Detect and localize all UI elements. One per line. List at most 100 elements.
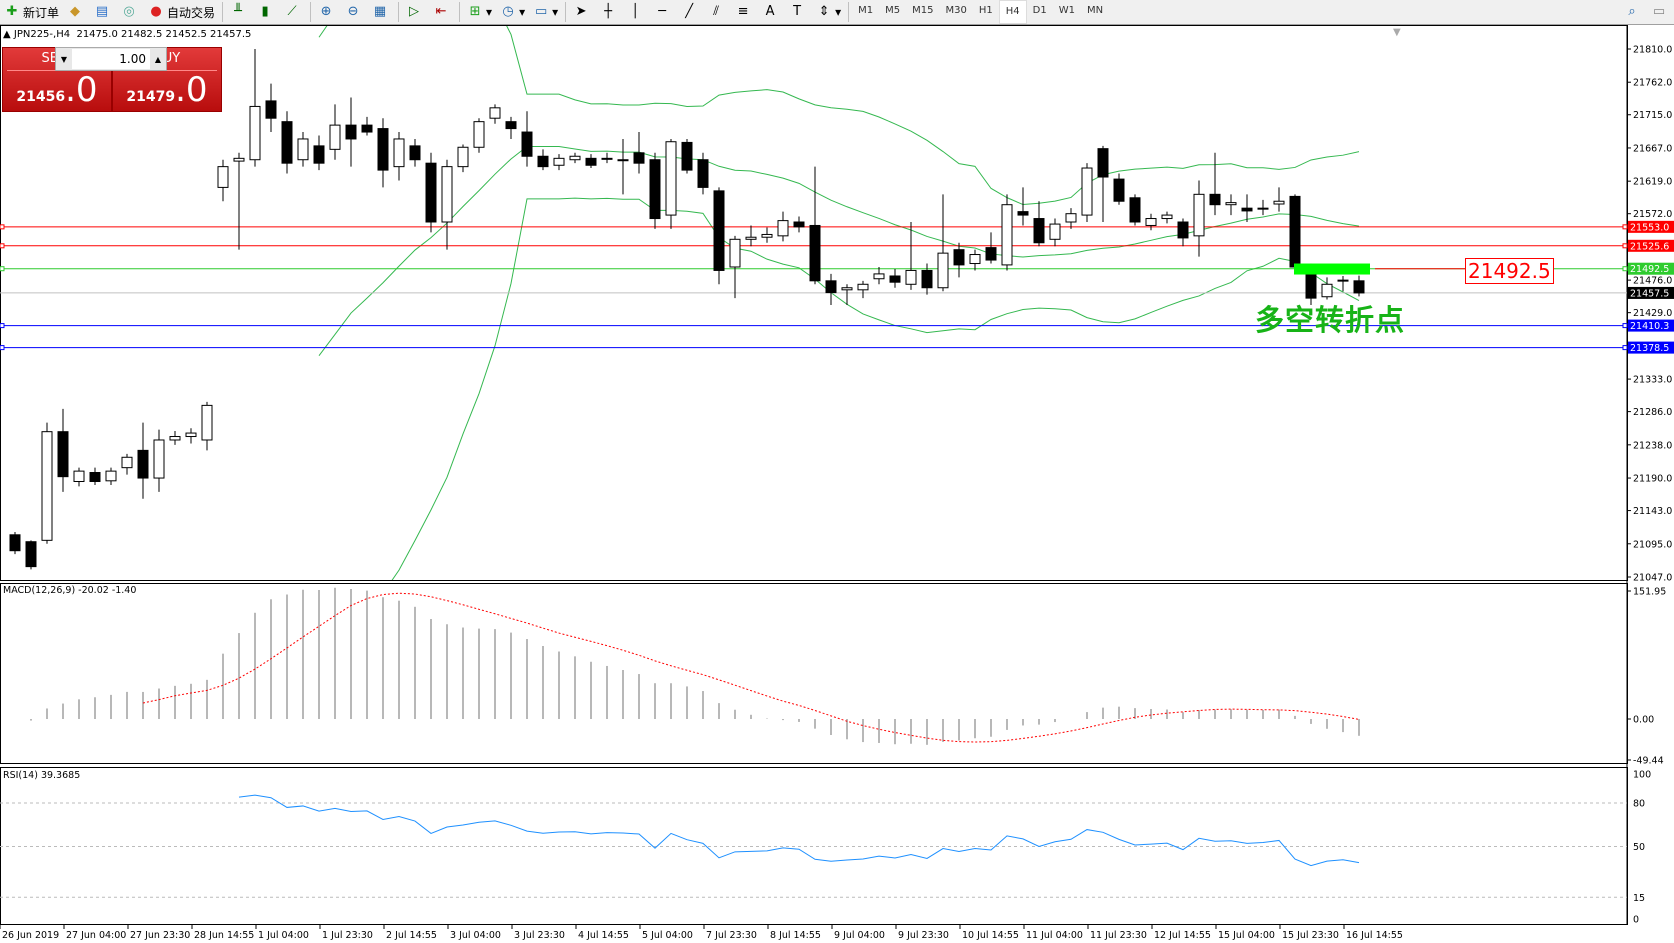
level-handle (0, 323, 5, 329)
search-button[interactable]: ⌕ (1620, 1, 1647, 23)
bearish-candle (921, 269, 933, 289)
market-watch-button[interactable]: ◆ (63, 1, 90, 23)
bar-chart-button[interactable]: ╨ (226, 1, 253, 23)
indicators-icon: ⊞ (469, 4, 481, 19)
price-axis-label: 21333.0 (1633, 375, 1672, 386)
bearish-candle (985, 247, 997, 261)
price-axis-label: 21762.0 (1633, 78, 1672, 89)
rsi-axis-label: 100 (1633, 770, 1651, 781)
lot-size-input[interactable]: 1.00 (72, 49, 150, 69)
new-order-button[interactable]: ✚ 新订单 (0, 1, 63, 23)
rsi-axis-label: 0 (1633, 915, 1639, 926)
bollinger-lower-band (391, 197, 1360, 580)
timeframe-h1[interactable]: H1 (978, 5, 993, 16)
bullish-candle (937, 252, 949, 289)
level-handle (1622, 323, 1628, 329)
indicators-button[interactable]: ⊞ ▾ (463, 1, 496, 23)
timeframe-h4[interactable]: H4 (998, 0, 1027, 24)
macd-signal-line (142, 592, 1360, 743)
level-handle (1622, 345, 1628, 351)
navigator-button[interactable]: ▤ (90, 1, 117, 23)
level-price-tag (1628, 239, 1674, 252)
lot-increase-button[interactable]: ▲ (154, 54, 162, 64)
autotrading-button[interactable]: ● 自动交易 (144, 1, 219, 23)
annotation-text[interactable]: 多空转折点 (1255, 303, 1406, 337)
level-price-tag (1628, 341, 1674, 354)
bullish-candle (905, 269, 917, 285)
price-axis-label: 21715.0 (1633, 110, 1672, 121)
bullish-candle (1001, 204, 1013, 266)
autoscroll-button[interactable]: ▷ (402, 1, 429, 23)
new-order-label: 新订单 (23, 5, 60, 20)
level-handle (0, 266, 5, 272)
level-price-tag (1628, 286, 1674, 299)
time-axis-label: 3 Jul 04:00 (450, 930, 501, 941)
price-axis-label: 21190.0 (1633, 474, 1672, 485)
chat-button[interactable]: ▭ (1647, 1, 1674, 23)
timeframe-m5[interactable]: M5 (885, 5, 901, 16)
rsi-panel-frame (0, 767, 1628, 925)
arrows-button[interactable]: ⇕ ▾ (812, 1, 845, 23)
bullish-candle (105, 470, 117, 482)
bearish-candle (793, 221, 805, 228)
bullish-candle (329, 124, 341, 150)
templates-button[interactable]: ▭ ▾ (534, 4, 559, 19)
price-annotation-box[interactable]: 21492.5 (1465, 258, 1554, 284)
bullish-candle (1161, 214, 1173, 220)
ohlc-values: 21475.0 21482.5 21452.5 21457.5 (76, 29, 252, 40)
level-handle (1622, 243, 1628, 249)
time-axis-label: 15 Jul 23:30 (1282, 930, 1339, 941)
timeframe-w1[interactable]: W1 (1058, 5, 1075, 16)
crosshair-button[interactable]: ┼ (596, 1, 623, 23)
periods-button[interactable]: ◷ ▾ (496, 1, 529, 23)
toolbar-separator (310, 2, 312, 22)
new-order-icon: ✚ (6, 4, 18, 19)
time-axis-label: 27 Jun 04:00 (66, 930, 126, 941)
rsi-label: RSI(14) 39.3685 (3, 770, 81, 781)
turning-point-marker (1294, 263, 1370, 275)
bearish-candle (1033, 218, 1045, 244)
bullish-candle (1065, 213, 1077, 223)
bullish-candle (601, 157, 613, 160)
bullish-candle (873, 273, 885, 280)
trendline-button[interactable]: ╱ (677, 1, 704, 23)
candlestick-button[interactable]: ▮ (253, 1, 280, 23)
time-axis-label: 8 Jul 14:55 (770, 930, 821, 941)
text-label-button[interactable]: T (785, 1, 812, 23)
bullish-candle (1145, 218, 1157, 226)
zoom-out-button[interactable]: ⊖ (341, 1, 368, 23)
bearish-candle (1017, 211, 1029, 216)
line-chart-button[interactable]: ⟋ (280, 1, 307, 23)
time-axis-label: 26 Jun 2019 (2, 930, 59, 941)
rsi-axis-label: 50 (1633, 842, 1645, 853)
timeframe-d1[interactable]: D1 (1032, 5, 1047, 16)
timeframe-m1[interactable]: M1 (858, 5, 874, 16)
bearish-candle (809, 224, 821, 282)
bullish-candle (745, 236, 757, 240)
bearish-candle (1353, 280, 1365, 294)
fibonacci-button[interactable]: ≡ (731, 1, 758, 23)
timeframe-m15[interactable]: M15 (912, 5, 934, 16)
tile-windows-button[interactable]: ▦ (368, 1, 395, 23)
price-axis-label: 21667.0 (1633, 143, 1672, 154)
rsi-axis-label: 80 (1633, 799, 1645, 810)
bollinger-upper-band (318, 26, 1360, 206)
bullish-candle (121, 456, 133, 469)
equidistant-channel-button[interactable]: ⫽ (704, 1, 731, 23)
text-button[interactable]: A (758, 1, 785, 23)
crosshair-icon: ┼ (604, 4, 613, 19)
timeframe-mn[interactable]: MN (1086, 5, 1104, 16)
lot-size-stepper[interactable]: ▼ 1.00 ▲ (55, 47, 167, 71)
vertical-line-button[interactable]: │ (623, 1, 650, 23)
signals-button[interactable]: ◎ (117, 1, 144, 23)
chart-header: ▲ JPN225-,H4 21475.0 21482.5 21452.5 214… (3, 29, 252, 40)
lot-decrease-button[interactable]: ▼ (60, 54, 68, 64)
cursor-button[interactable]: ➤ (569, 1, 596, 23)
chart-shift-button[interactable]: ⇤ (429, 1, 456, 23)
bearish-candle (585, 157, 597, 166)
chart-area[interactable]: 21810.0 21762.0 21715.0 21667.0 21619.0 21572… (0, 25, 1674, 943)
toolbar-separator (222, 2, 224, 22)
timeframe-m30[interactable]: M30 (945, 5, 967, 16)
zoom-in-button[interactable]: ⊕ (314, 1, 341, 23)
horizontal-line-button[interactable]: ─ (650, 1, 677, 23)
